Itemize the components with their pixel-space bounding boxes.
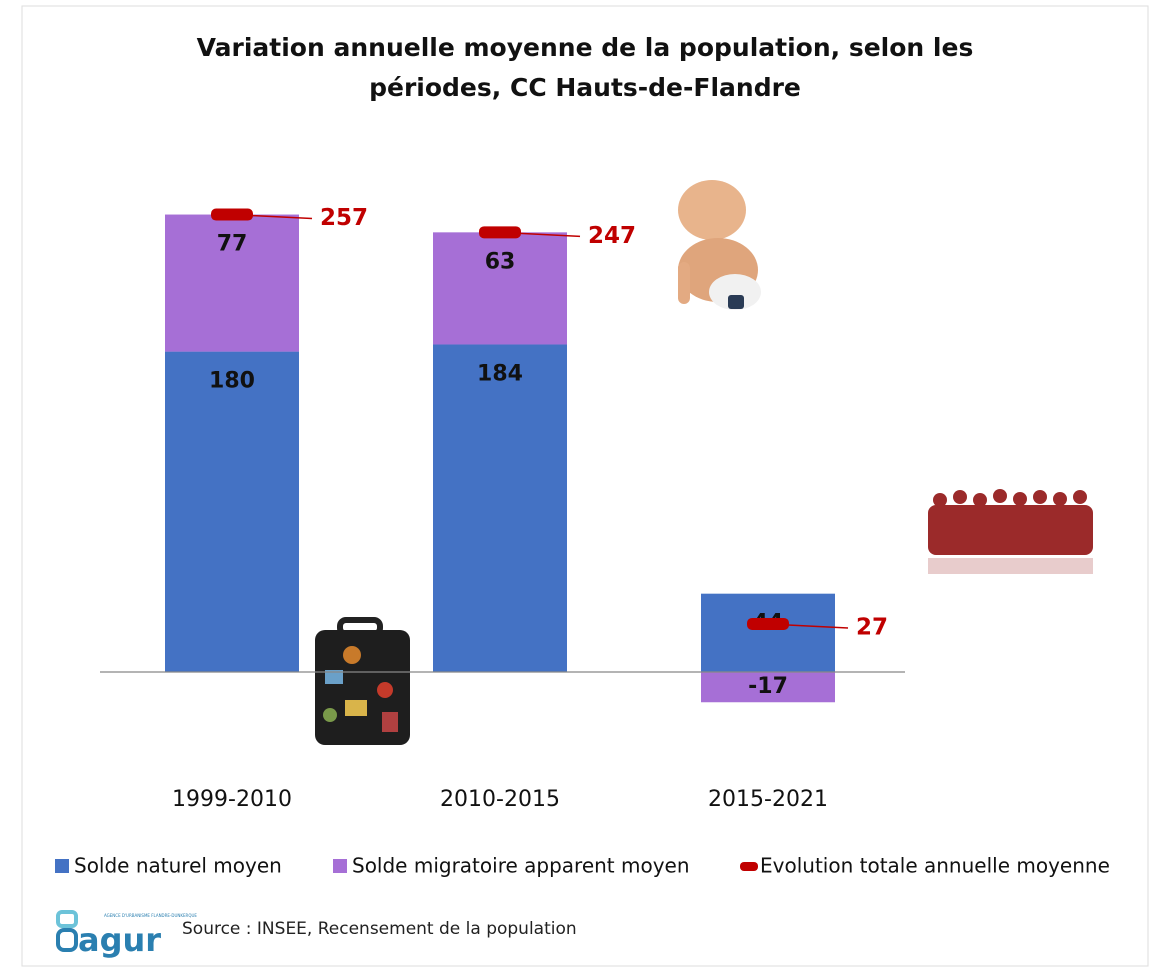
total-label: 247 (588, 223, 636, 249)
suitcase-illustration (315, 620, 410, 745)
legend-swatch (333, 859, 347, 873)
value-label: -17 (748, 674, 788, 699)
total-marker (211, 209, 253, 221)
page: agur AGENCE D'URBANISME FLANDRE-DUNKERQU… (0, 0, 1150, 969)
x-tick-label: 1999-2010 (172, 787, 292, 812)
legend-swatch (55, 859, 69, 873)
value-label: 180 (209, 369, 255, 394)
bar-segment (433, 344, 567, 672)
logo-name: agur (78, 921, 161, 959)
baby-illustration (678, 180, 761, 310)
legend-swatch (740, 862, 758, 871)
logo: agur AGENCE D'URBANISME FLANDRE-DUNKERQU… (58, 912, 197, 959)
chart: agur AGENCE D'URBANISME FLANDRE-DUNKERQU… (0, 0, 1150, 969)
logo-tagline: AGENCE D'URBANISME FLANDRE-DUNKERQUE (104, 913, 197, 918)
bar-segment (165, 352, 299, 672)
x-tick-label: 2010-2015 (440, 787, 560, 812)
value-label: 184 (477, 361, 523, 386)
crowd-illustration (928, 489, 1093, 574)
source: Source : INSEE, Recensement de la popula… (182, 919, 577, 939)
total-marker (479, 226, 521, 238)
total-label: 27 (856, 614, 888, 640)
x-tick-label: 2015-2021 (708, 787, 828, 812)
legend-label: Solde naturel moyen (74, 854, 282, 878)
value-label: 63 (485, 249, 516, 274)
total-label: 257 (320, 205, 368, 231)
total-marker (747, 618, 789, 630)
legend-label: Evolution totale annuelle moyenne (760, 854, 1110, 878)
chart-title: Variation annuelle moyenne de la populat… (175, 28, 995, 108)
value-label: 77 (217, 232, 248, 257)
legend-label: Solde migratoire apparent moyen (352, 854, 690, 878)
